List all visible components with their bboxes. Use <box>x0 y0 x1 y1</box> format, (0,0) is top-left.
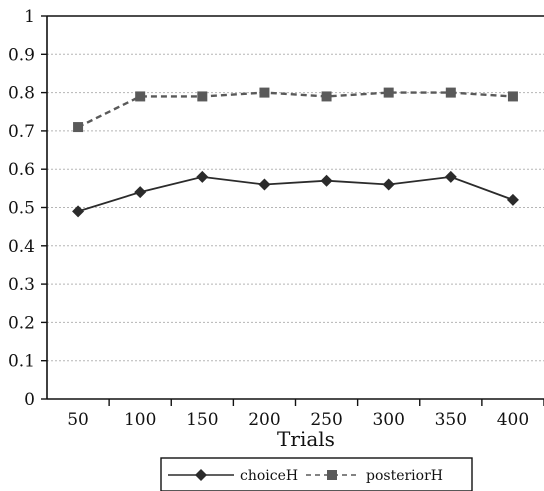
gridlines <box>47 53 544 362</box>
data-point-posteriorH <box>445 87 456 98</box>
data-point-choiceH <box>382 178 395 191</box>
legend: choiceH posteriorH <box>160 457 473 491</box>
x-tick-label: 50 <box>67 410 89 430</box>
y-tick-label: 0.4 <box>8 237 35 257</box>
y-tick-label: 0.9 <box>8 45 35 65</box>
legend-marker-posteriorH <box>327 470 337 480</box>
data-point-choiceH <box>72 205 85 218</box>
y-tick-label: 0.7 <box>8 122 35 142</box>
series-line-choiceH <box>77 175 514 213</box>
legend-marker-choiceH <box>195 469 207 481</box>
legend-label-posteriorH: posteriorH <box>366 468 443 484</box>
data-point-posteriorH <box>73 122 84 133</box>
y-tick-label: 0.2 <box>8 313 35 333</box>
x-tick-label: 350 <box>435 410 467 430</box>
y-tick-label: 0 <box>24 390 35 410</box>
data-point-choiceH <box>320 174 333 187</box>
data-point-choiceH <box>134 186 147 199</box>
x-tick-label: 300 <box>372 410 404 430</box>
data-point-choiceH <box>506 193 519 206</box>
data-point-posteriorH <box>135 91 146 102</box>
data-point-posteriorH <box>197 91 208 102</box>
y-tick-label: 0.1 <box>8 352 35 372</box>
x-axis-title: Trials <box>277 427 335 451</box>
y-tick-label: 0.5 <box>8 199 35 219</box>
x-tick-label: 100 <box>124 410 156 430</box>
x-tick-label: 150 <box>186 410 218 430</box>
legend-label-choiceH: choiceH <box>240 468 298 484</box>
y-tick-label: 0.3 <box>8 275 35 295</box>
series-line-posteriorH <box>77 91 514 129</box>
x-tick-label: 250 <box>310 410 342 430</box>
data-point-choiceH <box>444 170 457 183</box>
data-point-posteriorH <box>321 91 332 102</box>
x-ticks: 50 100 150 200 250 300 350 400 <box>67 399 544 430</box>
data-point-choiceH <box>196 170 209 183</box>
x-tick-label: 200 <box>248 410 280 430</box>
data-point-posteriorH <box>507 91 518 102</box>
data-point-posteriorH <box>383 87 394 98</box>
x-tick-label: 400 <box>497 410 529 430</box>
y-tick-label: 1 <box>24 7 35 27</box>
y-tick-label: 0.8 <box>8 84 35 104</box>
y-ticks: 0 0.1 0.2 0.3 0.4 0.5 0.6 0.7 0.8 0.9 1 <box>8 7 47 410</box>
y-tick-label: 0.6 <box>8 160 35 180</box>
data-point-choiceH <box>258 178 271 191</box>
data-point-posteriorH <box>259 87 270 98</box>
series-layer <box>72 87 519 218</box>
